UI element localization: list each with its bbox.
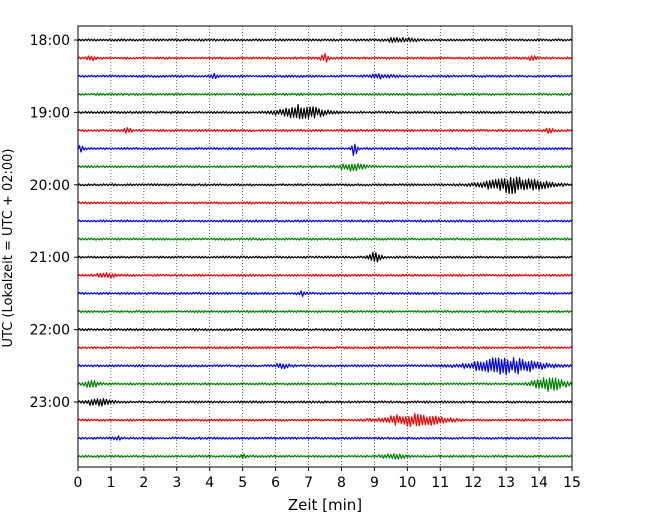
y-tick-label: 19:00: [30, 105, 70, 121]
x-tick-label: 13: [497, 475, 515, 491]
trace-20-15: [77, 201, 573, 205]
trace-22-30: [77, 357, 573, 376]
seismic-traces: [77, 36, 573, 460]
trace-19-45: [77, 163, 573, 172]
y-axis-ticks: 18:00 19:00 20:00 21:00 22:00 23:00: [30, 33, 78, 411]
y-tick-label: 22:00: [30, 323, 70, 339]
x-axis-label: Zeit [min]: [288, 496, 362, 514]
trace-21-45: [77, 309, 573, 314]
trace-23-30: [77, 435, 573, 441]
trace-20-45: [77, 237, 573, 241]
x-tick-label: 9: [370, 475, 379, 491]
x-tick-label: 1: [106, 475, 115, 491]
trace-18-45: [77, 92, 573, 96]
trace-22-15: [77, 346, 573, 350]
trace-22-45: [77, 377, 573, 392]
y-tick-label: 18:00: [30, 33, 70, 49]
y-tick-label: 23:00: [30, 395, 70, 411]
x-axis-ticks: 0 1 2 3 4 5 6 7 8 9 10 11 12 13 14 15: [74, 467, 581, 491]
x-tick-label: 3: [172, 475, 181, 491]
x-tick-label: 2: [139, 475, 148, 491]
trace-22-00: [77, 327, 573, 332]
trace-18-00: [77, 36, 573, 43]
trace-23-45: [77, 453, 573, 460]
y-axis-label: UTC (Lokalzeit = UTC + 02:00): [1, 149, 16, 348]
trace-21-30: [77, 290, 573, 298]
trace-20-30: [77, 219, 573, 223]
y-tick-label: 21:00: [30, 250, 70, 266]
trace-19-30: [77, 143, 573, 157]
x-tick-label: 4: [205, 475, 214, 491]
x-tick-label: 7: [304, 475, 313, 491]
x-tick-label: 12: [464, 475, 482, 491]
x-tick-label: 8: [337, 475, 346, 491]
plot-frame: [77, 25, 573, 468]
x-tick-label: 5: [238, 475, 247, 491]
trace-19-00: [77, 103, 573, 120]
trace-23-15: [77, 412, 573, 428]
trace-18-15: [77, 52, 573, 63]
y-tick-label: 20:00: [30, 178, 70, 194]
trace-21-15: [77, 272, 573, 279]
x-tick-label: 0: [74, 475, 83, 491]
trace-20-00: [77, 176, 573, 195]
x-tick-label: 15: [563, 475, 581, 491]
x-tick-label: 11: [431, 475, 449, 491]
trace-19-15: [77, 127, 573, 134]
x-tick-label: 10: [398, 475, 416, 491]
x-tick-label: 6: [271, 475, 280, 491]
x-tick-label: 14: [530, 475, 548, 491]
trace-18-30: [77, 72, 573, 80]
trace-23-00: [77, 397, 573, 407]
trace-21-00: [77, 251, 573, 263]
